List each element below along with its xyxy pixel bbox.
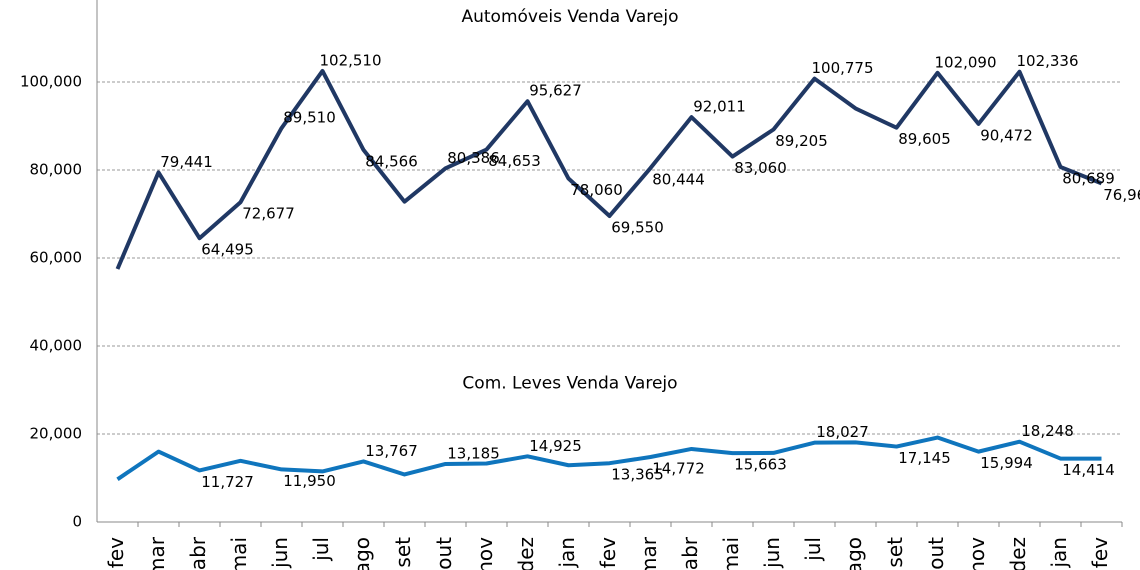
data-label: 13,185: [447, 444, 500, 462]
y-tick-label: 60,000: [30, 249, 83, 267]
y-tick-label: 20,000: [30, 425, 83, 443]
data-label: 95,627: [529, 82, 582, 100]
data-label: 84,653: [488, 152, 541, 170]
x-tick-label: abr: [678, 536, 702, 570]
x-tick-label: set: [391, 537, 415, 568]
x-tick-label: fev: [104, 537, 128, 568]
data-label: 78,060: [570, 181, 623, 199]
x-tick-label: out: [924, 537, 948, 570]
data-label: 80,444: [652, 171, 705, 189]
x-tick-label: out: [432, 537, 456, 570]
x-tick-label: jun: [268, 537, 292, 569]
data-label: 15,663: [734, 456, 787, 474]
series-title: Com. Leves Venda Varejo: [462, 374, 677, 394]
x-tick-label: ago: [350, 537, 374, 570]
data-label: 69,550: [611, 218, 664, 236]
data-label: 11,727: [201, 473, 254, 491]
x-tick-label: nov: [965, 537, 989, 570]
y-tick-label: 40,000: [30, 337, 83, 355]
x-tick-label: dez: [1006, 537, 1030, 570]
x-tick-label: fev: [596, 537, 620, 568]
data-label: 11,950: [283, 472, 336, 490]
y-tick-label: 0: [72, 513, 82, 531]
x-tick-label: jul: [801, 537, 825, 562]
data-label: 64,495: [201, 241, 254, 259]
data-label: 14,414: [1062, 461, 1115, 479]
x-tick-label: jun: [760, 537, 784, 569]
data-label: 18,248: [1021, 422, 1074, 440]
data-label: 89,205: [775, 132, 828, 150]
x-tick-label: mai: [227, 537, 251, 570]
series-line: [115, 68, 1103, 270]
data-label: 79,441: [160, 153, 213, 171]
x-tick-label: jul: [309, 537, 333, 562]
y-tick-label: 100,000: [20, 73, 82, 91]
data-label: 102,336: [1016, 52, 1078, 70]
x-tick-label: dez: [514, 537, 538, 570]
data-label: 17,145: [898, 449, 951, 467]
data-label: 72,677: [242, 205, 295, 223]
data-label: 89,510: [283, 109, 336, 127]
data-label: 100,775: [811, 59, 873, 77]
data-label: 14,772: [652, 460, 705, 478]
x-tick-label: nov: [473, 537, 497, 570]
data-label: 15,994: [980, 454, 1033, 472]
data-label: 102,090: [934, 53, 996, 71]
x-tick-label: set: [883, 537, 907, 568]
data-label: 90,472: [980, 126, 1033, 144]
x-tick-label: mai: [719, 537, 743, 570]
data-label: 83,060: [734, 159, 787, 177]
data-label: 14,925: [529, 437, 582, 455]
data-label: 102,510: [319, 51, 381, 69]
data-label: 13,365: [611, 466, 664, 484]
data-label: 13,767: [365, 442, 418, 460]
series-line: [116, 435, 1102, 481]
data-label: 18,027: [816, 423, 869, 441]
series-title: Automóveis Venda Varejo: [461, 7, 678, 27]
y-tick-label: 80,000: [30, 161, 83, 179]
x-tick-label: ago: [842, 537, 866, 570]
x-tick-label: jan: [1047, 537, 1071, 569]
data-label: 80,386: [447, 149, 500, 167]
data-label: 92,011: [693, 98, 746, 116]
data-label: 80,689: [1062, 169, 1115, 187]
x-tick-label: abr: [186, 536, 210, 570]
x-tick-label: mar: [637, 536, 661, 570]
data-label: 84,566: [365, 152, 418, 170]
x-tick-label: jan: [555, 537, 579, 569]
data-label: 89,605: [898, 130, 951, 148]
x-tick-label: fev: [1088, 537, 1112, 568]
data-label: 76,968: [1103, 186, 1140, 204]
x-tick-label: mar: [145, 536, 169, 570]
